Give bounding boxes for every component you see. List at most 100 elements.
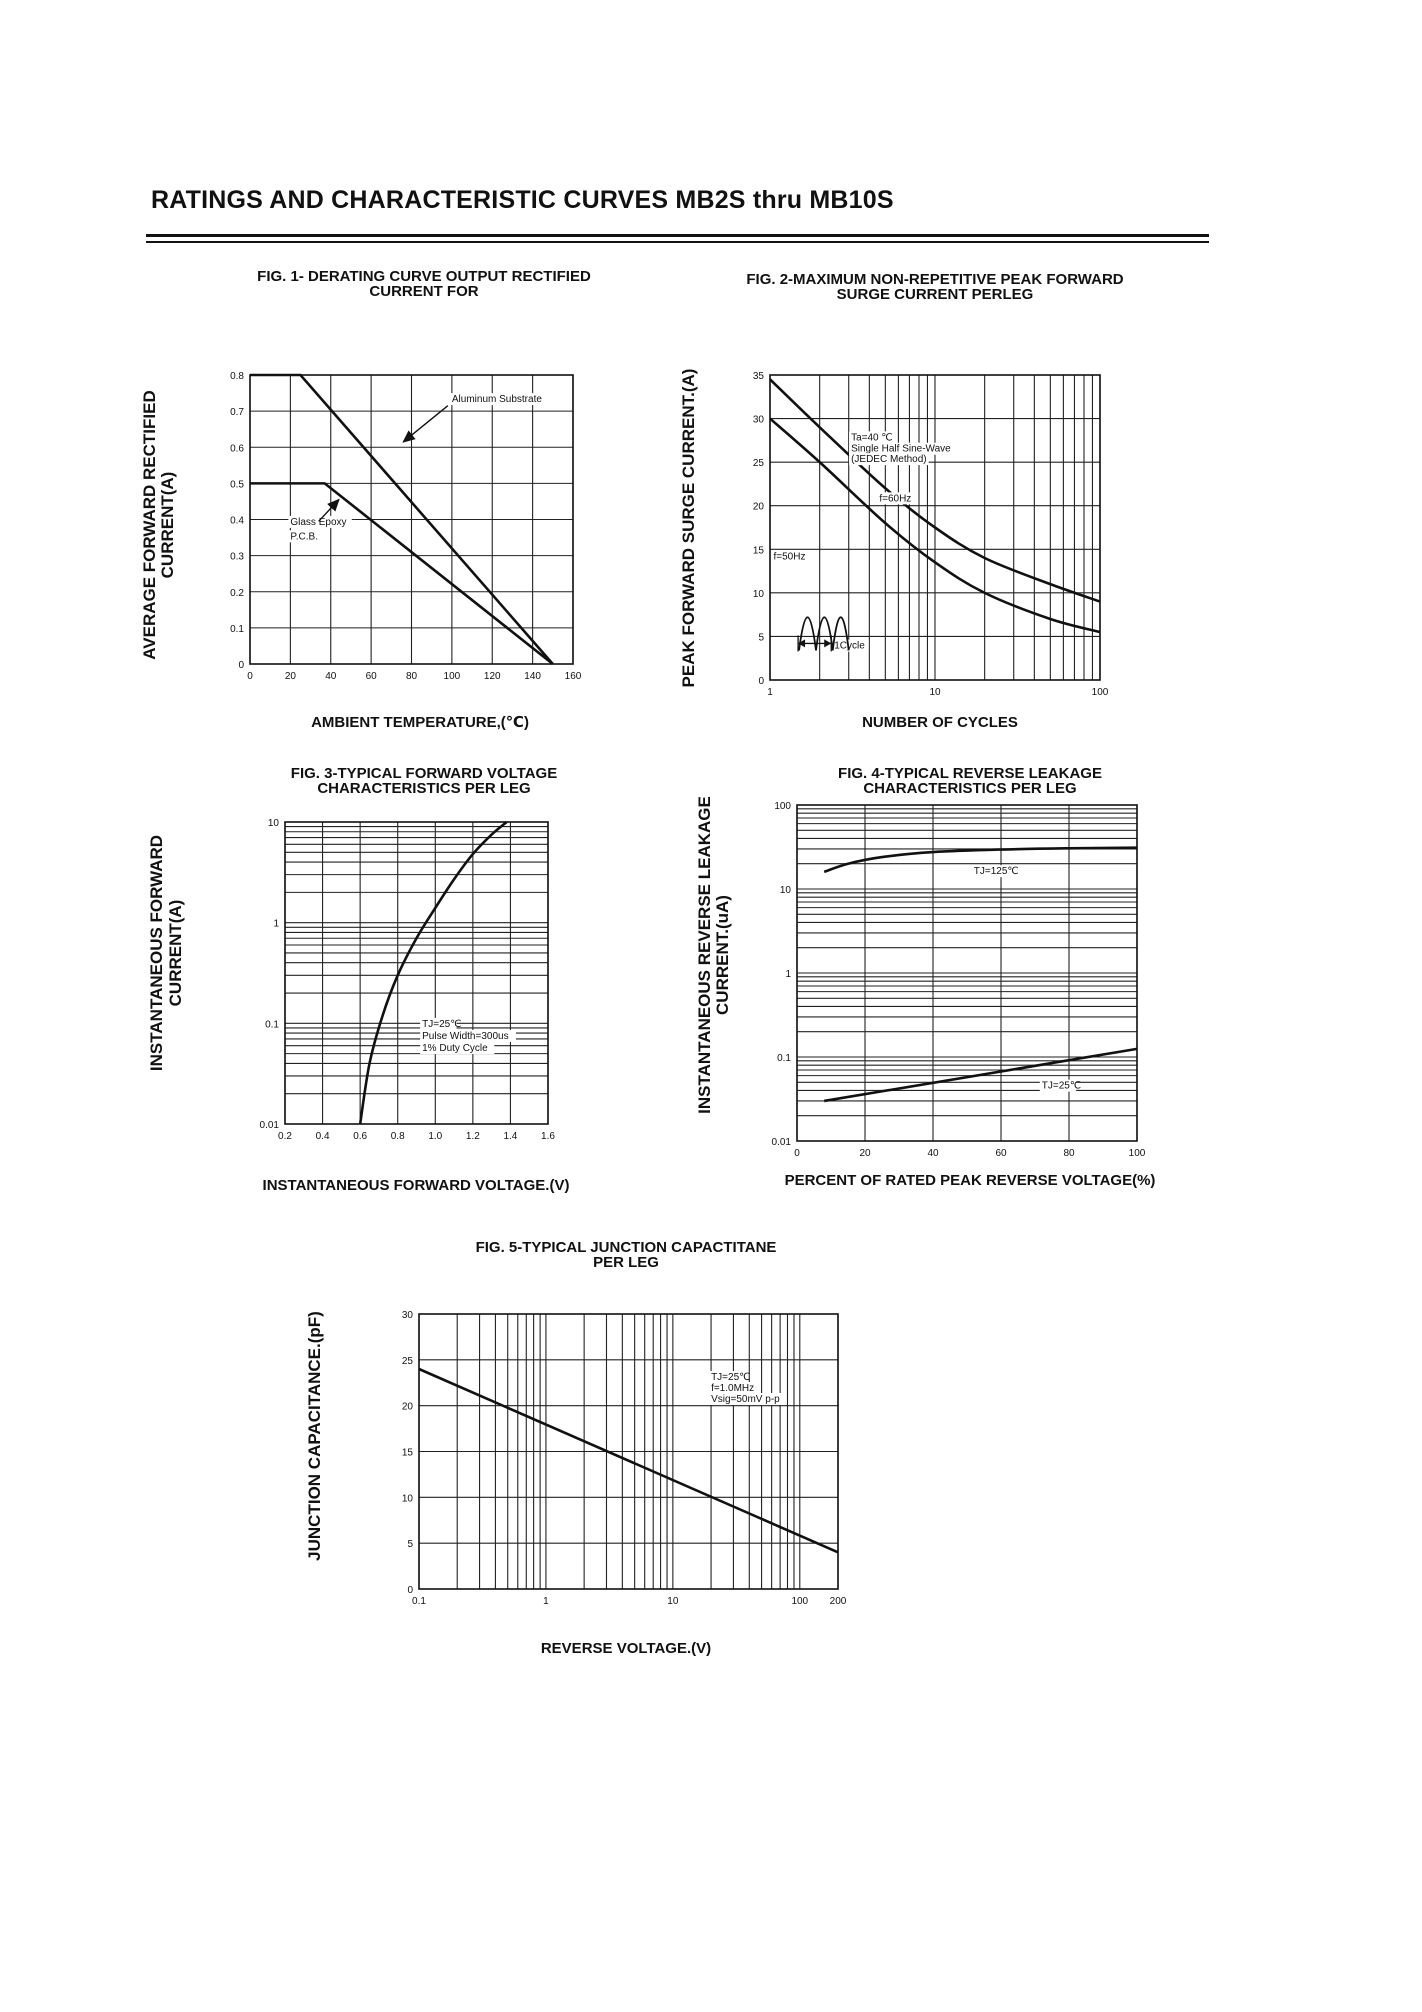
- annotation-label: 1Cycle: [834, 641, 865, 652]
- y-tick-label: 35: [753, 371, 765, 382]
- annotation-bg: [877, 492, 914, 505]
- fig-title-line: SURGE CURRENT PERLEG: [837, 286, 1034, 303]
- x-tick-label: 140: [524, 671, 541, 682]
- y-tick-label: 20: [402, 1402, 414, 1413]
- x-axis-label: AMBIENT TEMPERATURE,(℃): [311, 714, 529, 731]
- series-line: [250, 482, 554, 666]
- annotation-label: TJ=125℃: [974, 866, 1019, 877]
- annotation-label: P.C.B.: [290, 531, 318, 542]
- annotation-label: f=60Hz: [879, 493, 911, 504]
- x-tick-label: 80: [406, 671, 418, 682]
- sine-wave-icon: [798, 616, 850, 651]
- annotation-bg: [420, 1029, 516, 1042]
- annotation-label: Aluminum Substrate: [452, 394, 542, 405]
- annotation-bg: [709, 1393, 784, 1405]
- series-line: [250, 373, 554, 665]
- y-axis-label: CURRENT.(uA): [713, 895, 732, 1015]
- annotation-bg: [709, 1371, 746, 1383]
- annotation-label: TJ=25℃: [422, 1019, 461, 1030]
- title-rule-thin: [146, 241, 1209, 243]
- y-tick-label: 0.1: [265, 1019, 279, 1030]
- page-title: RATINGS AND CHARACTERISTIC CURVES MB2S t…: [151, 186, 894, 214]
- y-tick-label: 0: [758, 676, 764, 687]
- y-axis-label: INSTANTANEOUS REVERSE LEAKAGE: [695, 796, 714, 1114]
- series-line: [358, 820, 508, 1125]
- x-tick-label: 0.8: [391, 1131, 405, 1142]
- y-tick-label: 15: [753, 545, 765, 556]
- series-line: [769, 417, 1101, 634]
- y-tick-label: 0.1: [230, 624, 244, 635]
- series-line: [769, 378, 1101, 603]
- annotation-bg: [849, 431, 891, 444]
- x-tick-label: 1.6: [541, 1131, 555, 1142]
- annotation-bg: [832, 639, 869, 652]
- y-axis-label: CURRENT(A): [158, 472, 177, 579]
- fig-title-line: CURRENT FOR: [369, 283, 478, 300]
- annotation-label: TJ=25℃: [1042, 1081, 1081, 1092]
- y-tick-label: 30: [753, 415, 765, 426]
- y-tick-label: 20: [753, 502, 765, 513]
- x-tick-label: 0: [794, 1148, 800, 1159]
- annotation-label: 1% Duty Cycle: [422, 1043, 488, 1054]
- x-tick-label: 20: [285, 671, 297, 682]
- x-tick-label: 1.2: [466, 1131, 480, 1142]
- y-tick-label: 0.01: [772, 1137, 792, 1148]
- y-tick-label: 25: [753, 458, 765, 469]
- cycle-arrow-head-right: [824, 639, 832, 648]
- annotation-bg: [849, 442, 967, 455]
- y-tick-label: 100: [774, 801, 791, 812]
- y-tick-label: 0.2: [230, 588, 244, 599]
- fig-title-line: FIG. 5-TYPICAL JUNCTION CAPACTITANE: [476, 1239, 777, 1256]
- x-tick-label: 120: [484, 671, 501, 682]
- annotation-bg: [420, 1042, 495, 1055]
- y-tick-label: 5: [758, 632, 764, 643]
- fig-title-line: FIG. 4-TYPICAL REVERSE LEAKAGE: [838, 765, 1102, 782]
- x-tick-label: 160: [565, 671, 582, 682]
- annotation-bg: [288, 515, 352, 528]
- annotation-bg: [849, 453, 929, 466]
- fig2-frame: [769, 374, 1101, 681]
- y-axis-label: CURRENT(A): [166, 900, 185, 1007]
- x-tick-label: 100: [444, 671, 461, 682]
- x-tick-label: 40: [325, 671, 337, 682]
- annotation-bg: [771, 550, 808, 563]
- fig5-grid: [418, 1313, 839, 1590]
- fig-title-line: CHARACTERISTICS PER LEG: [863, 780, 1076, 797]
- x-axis-label: INSTANTANEOUS FORWARD VOLTAGE.(V): [263, 1177, 570, 1194]
- y-tick-label: 15: [402, 1448, 414, 1459]
- fig-title-line: FIG. 1- DERATING CURVE OUTPUT RECTIFIED: [257, 268, 591, 285]
- y-tick-label: 10: [753, 589, 765, 600]
- x-tick-label: 0.2: [278, 1131, 292, 1142]
- x-tick-label: 200: [830, 1596, 847, 1607]
- annotation-label: Single Half Sine-Wave: [851, 444, 951, 455]
- annotation-label: Ta=40 ℃: [851, 432, 893, 443]
- fig1-frame: [249, 374, 574, 665]
- y-axis-label: PEAK FORWARD SURGE CURRENT.(A): [679, 369, 698, 688]
- annotation-label: TJ=25℃: [711, 1372, 750, 1383]
- y-tick-label: 0: [407, 1585, 413, 1596]
- y-tick-label: 0.1: [777, 1053, 791, 1064]
- fig4-frame: [796, 804, 1138, 1142]
- annotation-label: f=1.0MHz: [711, 1383, 754, 1394]
- y-tick-label: 0.01: [260, 1120, 280, 1131]
- x-tick-label: 100: [1092, 687, 1109, 698]
- annotation-label: (JEDEC Method): [851, 454, 927, 465]
- annotation-bg: [971, 865, 1014, 878]
- x-tick-label: 60: [995, 1148, 1007, 1159]
- fig3-frame: [284, 821, 549, 1125]
- annotation-label: Vsig=50mV p-p: [711, 1394, 780, 1405]
- annotation-label: f=50Hz: [773, 552, 805, 563]
- x-tick-label: 1.4: [503, 1131, 517, 1142]
- y-axis-label: JUNCTION CAPACITANCE.(pF): [305, 1311, 324, 1561]
- y-tick-label: 10: [268, 818, 280, 829]
- x-tick-label: 20: [859, 1148, 871, 1159]
- y-axis-label: AVERAGE FORWARD RECTIFIED: [140, 390, 159, 660]
- x-tick-label: 100: [791, 1596, 808, 1607]
- y-tick-label: 1: [273, 919, 279, 930]
- y-tick-label: 10: [402, 1493, 414, 1504]
- glass-epoxy-arrow: [318, 498, 340, 522]
